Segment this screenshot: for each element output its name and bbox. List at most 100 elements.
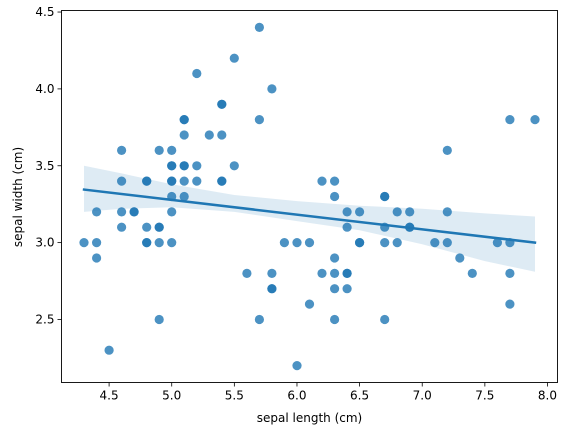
data-point <box>92 207 102 217</box>
data-point <box>179 176 189 186</box>
y-tick-label: 3.0 <box>35 236 54 250</box>
x-tick-label: 7.0 <box>413 389 432 403</box>
x-tick-label: 5.5 <box>225 389 244 403</box>
data-point <box>330 314 340 325</box>
data-point <box>117 176 127 186</box>
x-tick-label: 4.5 <box>100 389 119 403</box>
data-point <box>179 161 189 171</box>
data-point <box>455 253 465 263</box>
y-axis-title: sepal width (cm) <box>11 147 25 247</box>
data-point <box>430 238 440 248</box>
data-point <box>229 53 239 63</box>
data-point <box>167 207 177 217</box>
data-point <box>167 176 177 186</box>
data-point <box>442 238 452 248</box>
data-point <box>317 176 327 186</box>
data-point <box>204 130 214 140</box>
data-point <box>217 176 227 186</box>
data-point <box>505 268 515 278</box>
regression-line-layer <box>82 188 537 245</box>
data-point <box>267 284 277 294</box>
data-point <box>167 145 177 155</box>
data-point <box>79 238 89 248</box>
data-point <box>217 99 227 109</box>
data-point <box>229 161 239 171</box>
x-axis-title: sepal length (cm) <box>257 411 362 425</box>
data-point <box>142 176 152 186</box>
data-point <box>92 238 102 248</box>
data-point <box>217 130 227 140</box>
data-point <box>242 268 252 278</box>
x-tick-label: 7.5 <box>475 389 494 403</box>
data-point <box>330 176 340 186</box>
data-point <box>179 130 189 140</box>
data-point <box>154 222 164 232</box>
data-point <box>117 222 127 232</box>
data-point <box>254 22 264 32</box>
data-point <box>279 238 289 248</box>
data-point <box>330 268 340 278</box>
data-point <box>92 253 102 263</box>
data-point <box>355 238 365 248</box>
data-point <box>342 284 352 294</box>
data-point <box>392 238 402 248</box>
data-point <box>467 268 477 278</box>
data-point <box>254 314 264 325</box>
y-tick-label: 3.5 <box>35 159 54 173</box>
data-point <box>117 145 127 155</box>
data-point <box>355 207 365 217</box>
data-point <box>442 145 452 155</box>
data-point <box>104 345 114 355</box>
data-point <box>405 207 415 217</box>
data-point <box>505 115 515 125</box>
confidence-band <box>84 165 535 272</box>
data-point <box>292 238 302 248</box>
data-point <box>154 238 164 248</box>
data-point <box>179 115 189 125</box>
data-point <box>342 268 352 278</box>
data-point <box>142 222 152 232</box>
data-point <box>267 268 277 278</box>
data-point <box>167 161 177 171</box>
data-point <box>442 207 452 217</box>
data-point <box>317 268 327 278</box>
data-point <box>154 314 164 325</box>
data-point <box>154 145 164 155</box>
data-point <box>129 207 139 217</box>
x-tick-label: 5.0 <box>162 389 181 403</box>
confidence-band-layer <box>84 165 535 272</box>
y-tick-label: 2.5 <box>35 312 54 326</box>
x-tick-label: 8.0 <box>538 389 557 403</box>
data-point <box>380 314 390 325</box>
data-point <box>167 238 177 248</box>
regression-line <box>82 188 537 245</box>
data-point <box>142 238 152 248</box>
data-point <box>342 207 352 217</box>
y-tick-label: 4.5 <box>35 5 54 19</box>
data-points-layer <box>79 22 540 371</box>
data-point <box>380 191 390 202</box>
data-point <box>254 115 264 125</box>
data-point <box>330 191 340 202</box>
y-tick-label: 4.0 <box>35 82 54 96</box>
data-point <box>267 84 277 94</box>
data-point <box>192 68 202 79</box>
data-point <box>117 207 127 217</box>
data-point <box>330 253 340 263</box>
data-point <box>330 284 340 294</box>
data-point <box>192 161 202 171</box>
data-point <box>192 176 202 186</box>
x-tick-label: 6.0 <box>287 389 306 403</box>
data-point <box>342 222 352 232</box>
data-point <box>392 207 402 217</box>
y-axis: 2.5 3.0 3.5 4.0 4.5 <box>35 5 62 326</box>
x-tick-label: 6.5 <box>350 389 369 403</box>
data-point <box>179 191 189 202</box>
data-point <box>304 238 315 248</box>
data-point <box>380 238 390 248</box>
data-point <box>530 115 540 125</box>
data-point <box>292 361 302 371</box>
x-axis: 4.5 5.0 5.5 6.0 6.5 7.0 7.5 8.0 <box>100 382 557 403</box>
data-point <box>492 238 502 248</box>
